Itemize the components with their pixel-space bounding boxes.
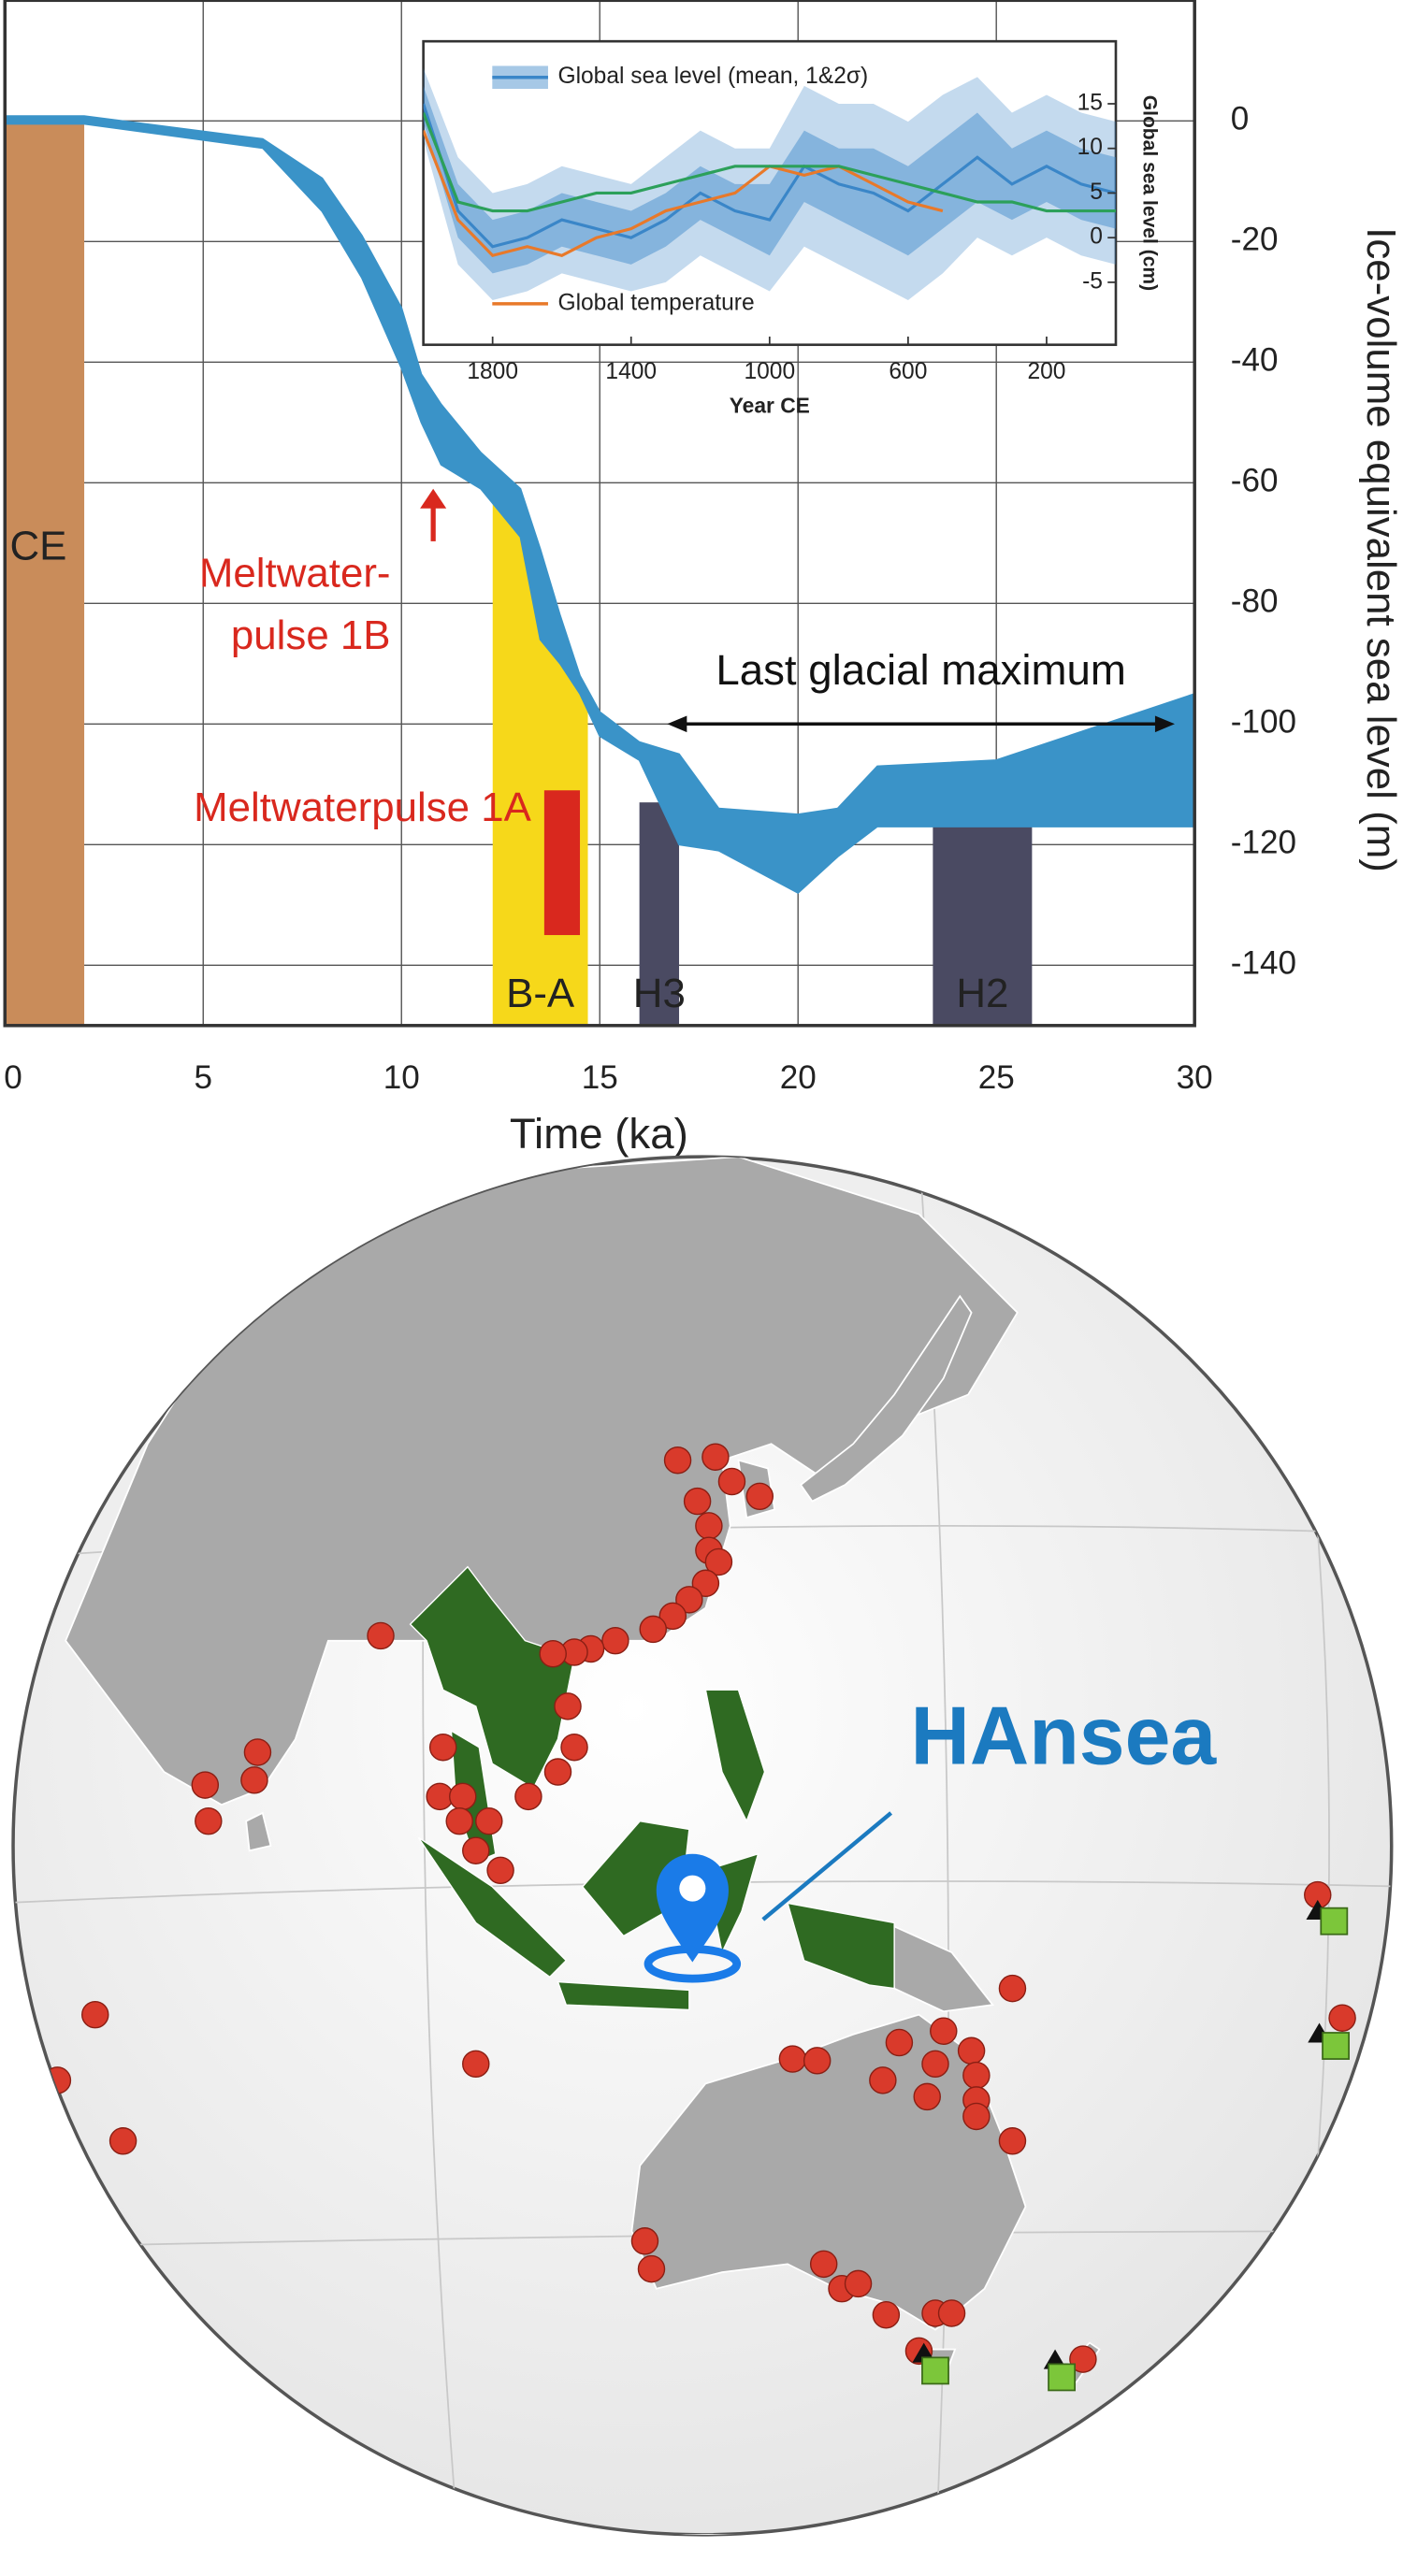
callout-line	[761, 1811, 893, 1921]
y-tick-label: 15	[1078, 90, 1103, 115]
span-label: CE	[10, 523, 67, 568]
range-label: Last glacial maximum	[716, 646, 1126, 694]
series-line	[423, 130, 944, 258]
y-tick-label: -40	[1231, 342, 1279, 379]
note-arrow-head	[420, 488, 447, 509]
legend-label: Global temperature	[557, 290, 754, 315]
period-span	[639, 802, 680, 1026]
uncertainty-band	[423, 67, 1116, 300]
y-tick-label: 0	[1231, 101, 1250, 137]
y-tick-label: -120	[1231, 825, 1296, 861]
span-label: H3	[633, 971, 686, 1016]
x-tick-label: 200	[1027, 359, 1065, 384]
site-label: HAnsea	[911, 1691, 1218, 1782]
pulse-label: Meltwaterpulse 1A	[194, 784, 531, 830]
inset-chart: 1800 1400 1000 600 200 -5 0 5 10 15 Global sea lev…	[422, 39, 1161, 417]
location-pin	[644, 1853, 742, 1983]
legend-label: Global sea level (mean, 1&2σ)	[557, 64, 868, 89]
x-tick-label: 1400	[605, 359, 657, 384]
y-tick-label: -100	[1231, 704, 1296, 741]
y-tick-label: -80	[1231, 583, 1279, 620]
plot-frame	[3, 0, 1196, 1028]
period-span	[933, 802, 1033, 1026]
x-tick-label: 30	[1177, 1059, 1213, 1096]
y-tick-label: 0	[1090, 224, 1103, 250]
x-tick-label: 0	[4, 1059, 22, 1096]
note-label: Meltwater-	[199, 550, 391, 596]
globe-map: HAnsea	[11, 1155, 1394, 2537]
x-tick-label: 5	[194, 1059, 212, 1096]
y-tick-label: 10	[1078, 135, 1103, 160]
x-tick-label: 20	[780, 1059, 817, 1096]
region-land	[409, 1565, 895, 2011]
y-tick-label: -140	[1231, 945, 1296, 982]
pulse-bar	[543, 790, 581, 936]
x-tick-label: 15	[582, 1059, 618, 1096]
site-symbols	[912, 1899, 1350, 2392]
uncertainty-band	[423, 85, 1116, 274]
x-tick-label: 600	[889, 359, 927, 384]
y-tick-label: 5	[1090, 180, 1103, 205]
series-line	[423, 103, 1116, 249]
period-span	[5, 121, 85, 1026]
series-line	[423, 111, 1116, 213]
note-label: pulse 1B	[231, 612, 391, 658]
x-tick-label: 1800	[467, 359, 518, 384]
x-axis-label: Year CE	[730, 393, 810, 417]
y-axis-label: Ice-volume equivalent sea level (m)	[1358, 227, 1403, 872]
site-markers	[43, 1443, 1356, 2373]
inset-background	[422, 39, 1118, 347]
globe-content	[13, 1157, 1392, 2535]
x-tick-label: 1000	[745, 359, 796, 384]
y-tick-label: -20	[1231, 222, 1279, 258]
x-axis-label: Time (ka)	[510, 1110, 688, 1158]
y-tick-label: -5	[1082, 268, 1103, 294]
span-label: H2	[956, 971, 1008, 1016]
span-label: B-A	[506, 971, 575, 1016]
y-axis-label: Global sea level (cm)	[1139, 95, 1161, 291]
y-tick-label: -60	[1231, 463, 1279, 499]
inset-plot	[423, 67, 1116, 300]
x-tick-label: 25	[978, 1059, 1015, 1096]
x-tick-label: 10	[383, 1059, 420, 1096]
